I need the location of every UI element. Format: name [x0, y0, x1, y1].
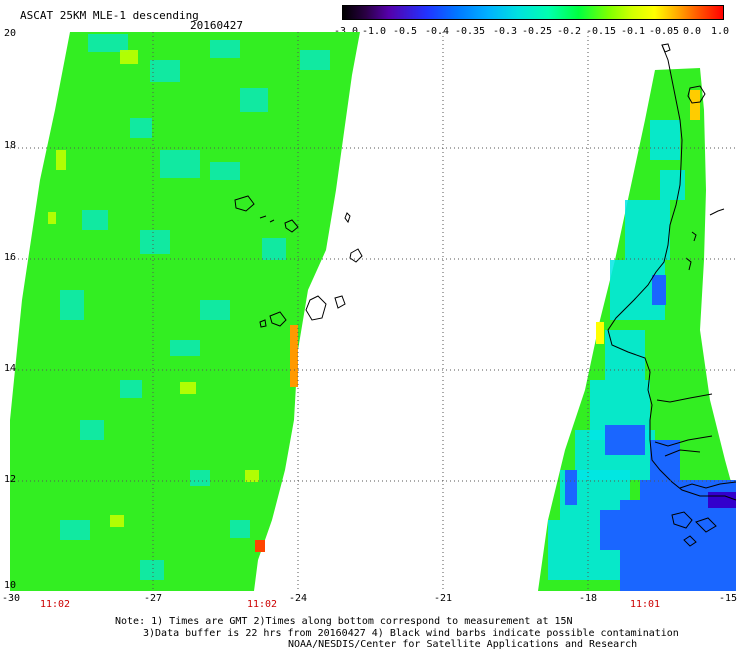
colorbar-tick-label: 0.0 [682, 26, 702, 37]
swath-cell [190, 470, 210, 486]
latitude-label: 14 [4, 363, 17, 374]
date-label: 20160427 [190, 19, 243, 32]
swath-cell [565, 470, 577, 505]
latitude-label: 12 [4, 474, 17, 485]
swath-cell [56, 150, 66, 170]
swath-cell [80, 420, 104, 440]
swath-cell [200, 300, 230, 320]
colorbar-tick-label: 1.0 [710, 26, 730, 37]
swath-cell [60, 520, 90, 540]
swath-cell [60, 290, 84, 320]
pass-time-label: 11:02 [39, 599, 71, 610]
colorbar-tick-label: -0.3 [492, 26, 518, 37]
swath-cell [625, 200, 670, 260]
swath-cell [170, 340, 200, 356]
swath-cell [708, 492, 736, 508]
colorbar-tick-label: -0.2 [556, 26, 582, 37]
swath-cell [650, 440, 680, 480]
footnote-line-1: Note: 1) Times are GMT 2)Times along bot… [115, 616, 573, 627]
coastline [234, 43, 737, 547]
longitude-label: -21 [433, 593, 453, 604]
colorbar-tick-label: -0.1 [620, 26, 646, 37]
swath-cell [300, 50, 330, 70]
swath-cell [596, 322, 604, 344]
swath-cell [210, 40, 240, 58]
swath-cell [140, 230, 170, 254]
swath-cell [650, 120, 680, 160]
swath-cell [160, 150, 200, 178]
swath-cell [660, 170, 685, 200]
longitude-label: -27 [143, 593, 163, 604]
swath-cell [130, 118, 152, 138]
longitude-label: -15 [718, 593, 738, 604]
swath-cell [262, 238, 286, 260]
swath-cell [82, 210, 108, 230]
swath-cell [110, 515, 124, 527]
latitude-label: 16 [4, 252, 17, 263]
colorbar-tick-label: -0.4 [424, 26, 450, 37]
swath-cell [620, 500, 736, 591]
pass-time-label: 11:02 [246, 599, 278, 610]
swath-cell [230, 520, 250, 538]
colorbar-tick-label: -0.5 [392, 26, 418, 37]
swath-cell [48, 212, 56, 224]
swath-cell [120, 50, 138, 64]
colorbar-tick-label: -0.05 [648, 26, 680, 37]
latitude-label: 20 [4, 28, 17, 39]
longitude-label: -30 [1, 593, 21, 604]
wind-swath-data [10, 32, 736, 591]
swath-cell [210, 162, 240, 180]
swath-cell [255, 540, 265, 552]
swath-cell [240, 88, 268, 112]
swath-cell [120, 380, 142, 398]
swath-cell [605, 330, 645, 380]
longitude-label: -24 [288, 593, 308, 604]
swath-cell [652, 275, 666, 305]
colorbar-tick-label: -0.35 [454, 26, 486, 37]
swath-cell [180, 382, 196, 394]
product-title: ASCAT 25KM MLE-1 descending [20, 9, 199, 22]
swath-cell [290, 325, 298, 387]
longitude-label: -18 [578, 593, 598, 604]
swath-cell [140, 560, 164, 580]
swath-cell [88, 34, 128, 52]
lat-lon-grid [10, 32, 736, 591]
swath-cell [150, 60, 180, 82]
swath-cell [605, 425, 645, 455]
colorbar-tick-label: -3.0 [333, 26, 359, 37]
swath-cell [245, 470, 259, 482]
latitude-label: 10 [4, 580, 17, 591]
swath-cell [690, 90, 700, 120]
footnote-credit: NOAA/NESDIS/Center for Satellite Applica… [288, 639, 638, 650]
footnote-line-2: 3)Data buffer is 22 hrs from 20160427 4)… [143, 628, 679, 639]
colorbar-tick-label: -0.15 [585, 26, 617, 37]
pass-time-label: 11:01 [629, 599, 661, 610]
left-swath [10, 32, 360, 591]
colorbar-tick-label: -1.0 [361, 26, 387, 37]
colorbar-tick-label: -0.25 [521, 26, 553, 37]
color-scale-bar [342, 5, 724, 20]
latitude-label: 18 [4, 140, 17, 151]
